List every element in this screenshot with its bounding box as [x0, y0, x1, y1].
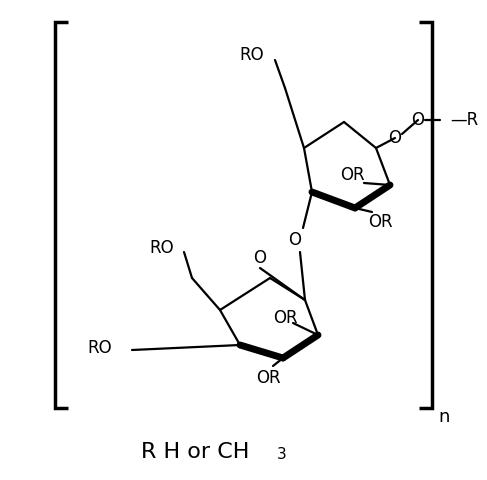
Text: OR: OR: [256, 369, 281, 387]
Text: RO: RO: [88, 339, 112, 357]
Text: —R: —R: [450, 111, 478, 129]
Text: 3: 3: [277, 447, 287, 462]
Text: OR: OR: [273, 309, 297, 327]
Text: O: O: [288, 231, 301, 249]
Text: n: n: [438, 408, 450, 426]
Text: O: O: [412, 111, 425, 129]
Text: RO: RO: [240, 46, 264, 64]
Text: OR: OR: [340, 166, 364, 184]
Text: O: O: [254, 249, 266, 267]
Text: OR: OR: [368, 213, 393, 231]
Text: RO: RO: [150, 239, 174, 257]
Text: O: O: [389, 129, 401, 147]
Text: R H or CH: R H or CH: [141, 442, 249, 462]
